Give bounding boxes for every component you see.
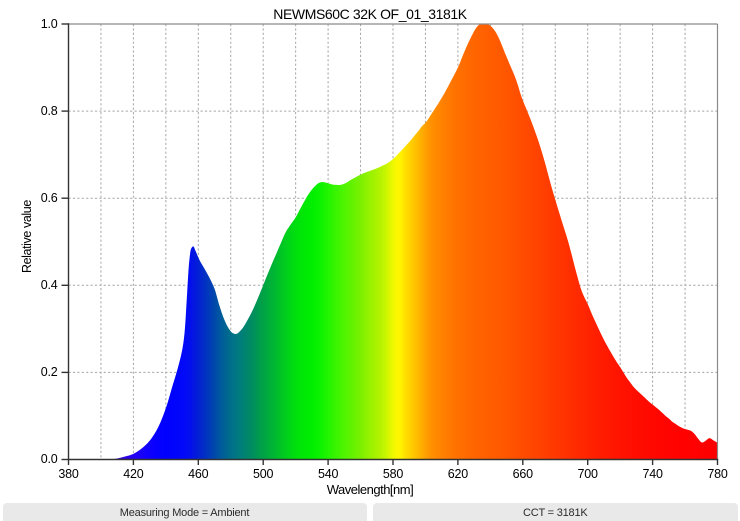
x-tick-label: 660 — [512, 467, 533, 481]
x-tick-label: 460 — [188, 467, 209, 481]
x-axis-label: Wavelength[nm] — [326, 482, 414, 497]
y-axis-label: Relative value — [20, 200, 34, 274]
y-tick-label: 0.6 — [40, 191, 58, 205]
x-tick-label: 580 — [382, 467, 404, 481]
x-tick-label: 780 — [707, 467, 728, 481]
y-tick-label: 0.4 — [40, 278, 58, 293]
x-tick-label: 620 — [447, 467, 469, 481]
x-tick-label: 540 — [317, 467, 339, 481]
spd-curve-area — [68, 24, 718, 460]
chart-title: NEWMS60C 32K OF_01_3181K — [273, 6, 467, 22]
y-tick-label: 0.0 — [40, 452, 58, 467]
y-tick-label: 0.2 — [40, 365, 58, 380]
x-tick-label: 740 — [642, 467, 663, 481]
x-tick-label: 500 — [253, 467, 274, 481]
footer-measuring-mode-text: Measuring Mode = Ambient — [119, 506, 250, 519]
x-tick-label: 700 — [577, 467, 598, 481]
footer-measuring-mode: Measuring Mode = Ambient — [2, 503, 367, 521]
footer-cct-text: CCT = 3181K — [522, 506, 588, 519]
x-tick-label: 420 — [123, 467, 144, 481]
y-tick-label: 1.0 — [40, 16, 58, 31]
axis-ticks — [61, 23, 719, 465]
x-tick-label: 380 — [58, 467, 79, 481]
footer-cct: CCT = 3181K — [373, 503, 738, 521]
y-tick-label: 0.8 — [40, 103, 58, 118]
